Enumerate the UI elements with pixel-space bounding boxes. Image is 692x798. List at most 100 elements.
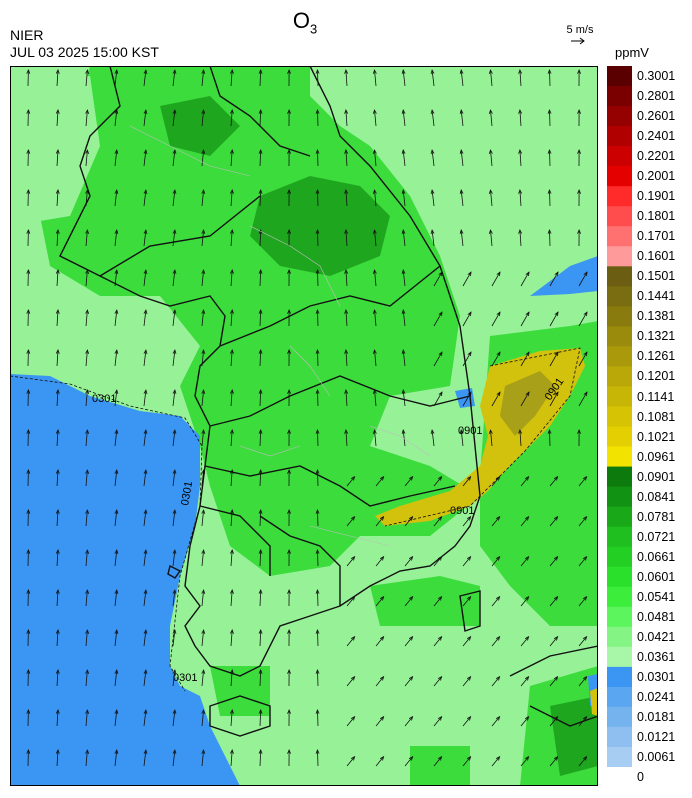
- wind-arrow: [230, 309, 233, 327]
- wind-arrow: [549, 636, 558, 647]
- wind-arrow: [519, 69, 522, 87]
- wind-arrow: [317, 629, 319, 647]
- wind-arrow: [549, 311, 559, 327]
- wind-arrow-head: [287, 428, 291, 434]
- wind-arrow-head: [85, 349, 90, 355]
- color-bar-swatch: [607, 186, 632, 207]
- wind-arrow-head: [114, 269, 119, 275]
- wind-arrow-head: [344, 348, 349, 354]
- wind-arrow: [519, 429, 522, 447]
- wind-arrow-head: [577, 228, 581, 234]
- wind-arrow: [491, 756, 500, 767]
- wind-arrow-head: [582, 515, 588, 521]
- wind-arrow-head: [315, 268, 320, 274]
- wind-arrow-head: [553, 675, 559, 681]
- wind-arrow: [172, 510, 176, 527]
- wind-arrow: [520, 676, 529, 687]
- color-bar-level-label: 0.0601: [637, 569, 676, 584]
- wind-arrow: [549, 189, 551, 207]
- color-bar-swatch: [607, 486, 632, 508]
- contour-label-3: 0301: [173, 672, 197, 684]
- wind-arrow-head: [408, 755, 414, 761]
- wind-arrow-head: [26, 548, 31, 554]
- wind-arrow: [259, 189, 262, 207]
- wind-arrow-head: [85, 149, 90, 155]
- color-bar-level-label: 0.2601: [637, 109, 676, 124]
- wind-arrow: [549, 516, 558, 527]
- wind-arrow-head: [287, 188, 291, 194]
- wind-arrow: [201, 110, 204, 127]
- wind-arrow-head: [401, 309, 406, 315]
- wind-arrow-head: [583, 271, 588, 277]
- wind-arrow: [56, 189, 59, 207]
- wind-arrow-head: [172, 469, 177, 475]
- wind-arrow-head: [401, 429, 406, 435]
- wind-arrow-head: [143, 349, 148, 355]
- wind-arrow-head: [258, 188, 263, 194]
- wind-arrow: [404, 556, 413, 567]
- wind-arrow-head: [114, 589, 119, 595]
- wind-arrow: [317, 189, 319, 207]
- wind-arrow: [230, 749, 233, 767]
- wind-arrow: [230, 549, 233, 567]
- wind-arrow: [433, 516, 442, 527]
- wind-arrow-head: [577, 68, 581, 74]
- wind-arrow-head: [114, 509, 119, 515]
- wind-arrow: [491, 676, 500, 687]
- color-bar-level-label: 0.0241: [637, 689, 676, 704]
- wind-arrow: [201, 230, 204, 247]
- wind-arrow: [462, 351, 472, 367]
- wind-arrow-head: [143, 629, 148, 635]
- wind-arrow-head: [466, 515, 472, 521]
- wind-arrow: [519, 109, 522, 127]
- wind-arrow-head: [315, 348, 320, 354]
- wind-arrow-head: [143, 109, 148, 115]
- color-bar-level-label: 0.0361: [637, 649, 676, 664]
- wind-arrow-head: [85, 429, 90, 435]
- color-bar-swatch: [607, 746, 632, 767]
- wind-arrow-head: [488, 69, 493, 75]
- wind-arrow: [317, 469, 319, 487]
- wind-arrow-head: [524, 635, 530, 641]
- wind-arrow-head: [26, 708, 31, 714]
- wind-arrow: [259, 69, 262, 87]
- wind-arrow-head: [114, 749, 119, 755]
- wind-arrow-head: [230, 188, 234, 194]
- wind-arrow: [201, 310, 204, 327]
- wind-arrow: [259, 429, 262, 447]
- wind-arrow-head: [315, 628, 320, 634]
- wind-arrow-head: [466, 475, 472, 481]
- wind-arrow-head: [55, 308, 60, 314]
- wind-arrow: [143, 190, 147, 207]
- wind-arrow: [402, 230, 406, 247]
- wind-arrow: [114, 190, 118, 207]
- wind-arrow-head: [114, 629, 119, 635]
- wind-arrow: [56, 709, 59, 727]
- wind-arrow-head: [350, 635, 356, 641]
- wind-arrow: [520, 391, 530, 407]
- wind-arrow: [460, 190, 464, 207]
- color-bar-swatch: [607, 126, 632, 147]
- wind-arrow: [460, 150, 464, 167]
- wind-arrow: [230, 189, 233, 207]
- wind-arrow-head: [172, 109, 177, 115]
- wind-reference-label: 5 m/s: [566, 24, 594, 36]
- wind-arrow: [578, 391, 588, 407]
- wind-arrow: [578, 596, 587, 607]
- wind-arrow: [346, 756, 355, 767]
- wind-arrow-head: [379, 635, 385, 641]
- color-bar-swatch: [607, 146, 632, 167]
- wind-arrow: [460, 70, 464, 87]
- wind-arrow-head: [379, 715, 385, 721]
- wind-arrow: [345, 109, 348, 127]
- wind-arrow-head: [496, 271, 501, 277]
- wind-arrow: [404, 756, 413, 767]
- color-bar-labels: 0.3001 0.2801 0.2601 0.2401 0.2201 0.2001 0.19…: [637, 66, 692, 786]
- wind-arrow-head: [258, 108, 263, 114]
- wind-arrow: [259, 509, 262, 527]
- wind-arrow-head: [258, 348, 263, 354]
- wind-arrow-head: [467, 391, 472, 397]
- wind-arrow-head: [372, 349, 377, 355]
- wind-arrow-head: [55, 68, 60, 74]
- wind-arrow-head: [577, 188, 581, 194]
